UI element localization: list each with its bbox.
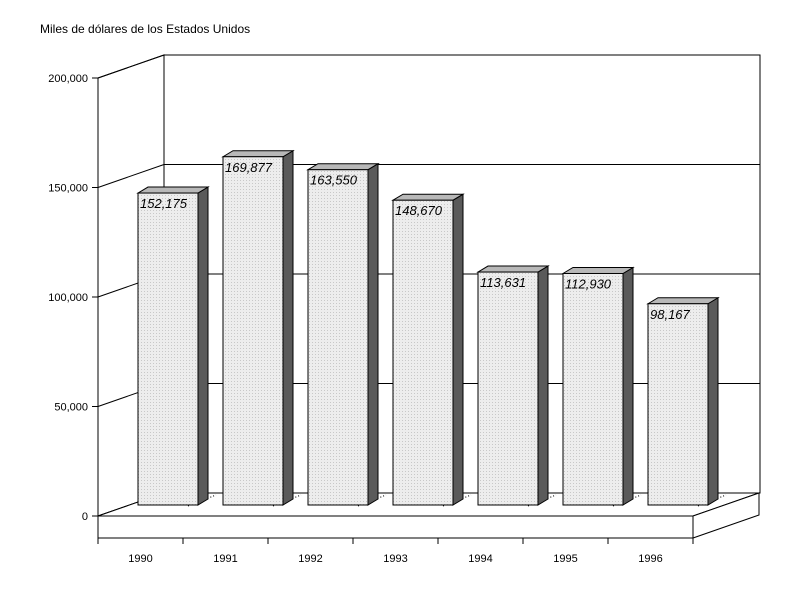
- bar-1993: [392, 199, 454, 506]
- bar-1992: [307, 169, 369, 506]
- value-label: 169,877: [225, 160, 273, 175]
- bar-top: [221, 150, 295, 158]
- floor-front: [97, 515, 694, 539]
- bar-top: [306, 163, 380, 171]
- value-label: 163,550: [310, 173, 358, 188]
- value-label: 113,631: [480, 275, 526, 290]
- bar-side: [452, 193, 464, 506]
- value-label: 148,670: [395, 203, 443, 218]
- bar-side: [707, 296, 719, 506]
- unit-label: Miles de dólares de los Estados Unidos: [40, 22, 251, 36]
- bar-1994: [477, 271, 539, 506]
- y-tick-label: 0: [82, 511, 88, 523]
- value-label: 112,930: [565, 276, 612, 291]
- bar-top: [476, 265, 550, 273]
- left-wall-tick-line: [97, 164, 165, 188]
- bar-1990: [137, 192, 199, 506]
- value-label: 152,175: [140, 196, 188, 211]
- x-tick-label: 1993: [383, 553, 407, 565]
- x-tick-label: 1996: [638, 553, 662, 565]
- value-label: 98,167: [650, 307, 691, 322]
- bar-side: [622, 266, 634, 506]
- bar-side: [367, 162, 379, 506]
- bar-side: [282, 149, 294, 506]
- bar-1996: [647, 303, 709, 506]
- bar-top: [391, 193, 465, 201]
- x-tick-label: 1990: [128, 553, 152, 565]
- floor-side: [692, 492, 760, 539]
- x-tick-label: 1992: [298, 553, 322, 565]
- bar-side: [537, 265, 549, 506]
- bar-top: [561, 266, 635, 274]
- x-axis: 1990 1991 1992 1993 1994 1995 1996: [97, 538, 694, 565]
- y-tick-label: 50,000: [54, 402, 88, 414]
- bar-1995: [562, 272, 624, 506]
- bar-top: [136, 186, 210, 194]
- bar-side: [197, 186, 209, 506]
- bars: 152,175 169,877 163,550 148,670 113,631 112,9…: [136, 149, 727, 507]
- x-tick-label: 1995: [553, 553, 577, 565]
- y-tick-label: 100,000: [48, 292, 88, 304]
- x-tick-label: 1991: [213, 553, 237, 565]
- y-tick-label: 200,000: [48, 73, 88, 85]
- x-tick-label: 1994: [468, 553, 492, 565]
- bar-1991: [222, 156, 284, 506]
- left-wall-tick-line: [97, 54, 165, 79]
- y-tick-label: 150,000: [48, 183, 88, 195]
- bar-top: [646, 297, 720, 305]
